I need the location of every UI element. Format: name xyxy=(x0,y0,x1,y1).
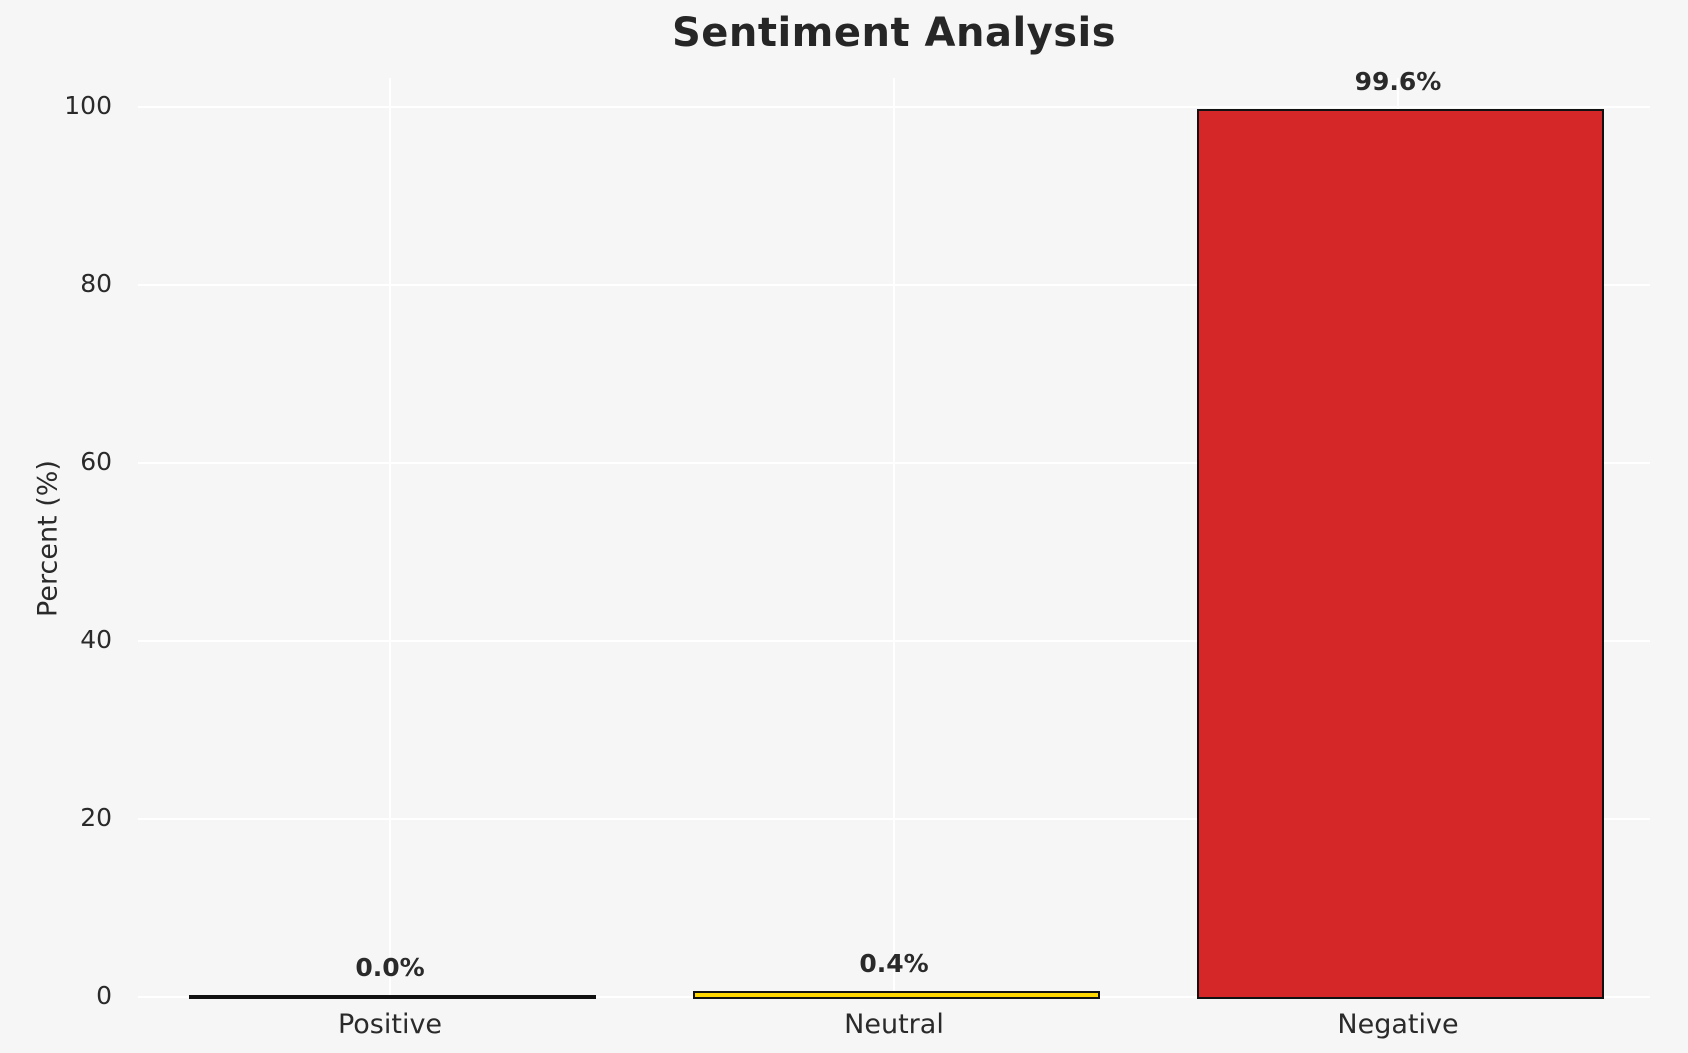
y-tick-label: 20 xyxy=(80,803,112,832)
bar-negative xyxy=(1196,109,1604,999)
x-tick-label: Neutral xyxy=(844,1009,944,1040)
x-tick-label: Positive xyxy=(337,1009,443,1040)
gridline-vertical xyxy=(893,78,895,997)
x-tick-label: Negative xyxy=(1337,1009,1459,1040)
y-tick-label: 40 xyxy=(80,625,112,654)
y-tick-label: 100 xyxy=(64,91,112,120)
gridline-vertical xyxy=(389,78,391,997)
bar-value-label: 0.4% xyxy=(859,949,929,978)
bar-value-label: 99.6% xyxy=(1354,67,1442,96)
y-tick-label: 0 xyxy=(96,981,112,1010)
bar-positive xyxy=(188,995,596,999)
chart-title: Sentiment Analysis xyxy=(671,10,1117,56)
bar-neutral xyxy=(692,991,1100,999)
y-tick-label: 80 xyxy=(80,269,112,298)
bar-value-label: 0.0% xyxy=(355,953,425,982)
y-tick-label: 60 xyxy=(80,447,112,476)
